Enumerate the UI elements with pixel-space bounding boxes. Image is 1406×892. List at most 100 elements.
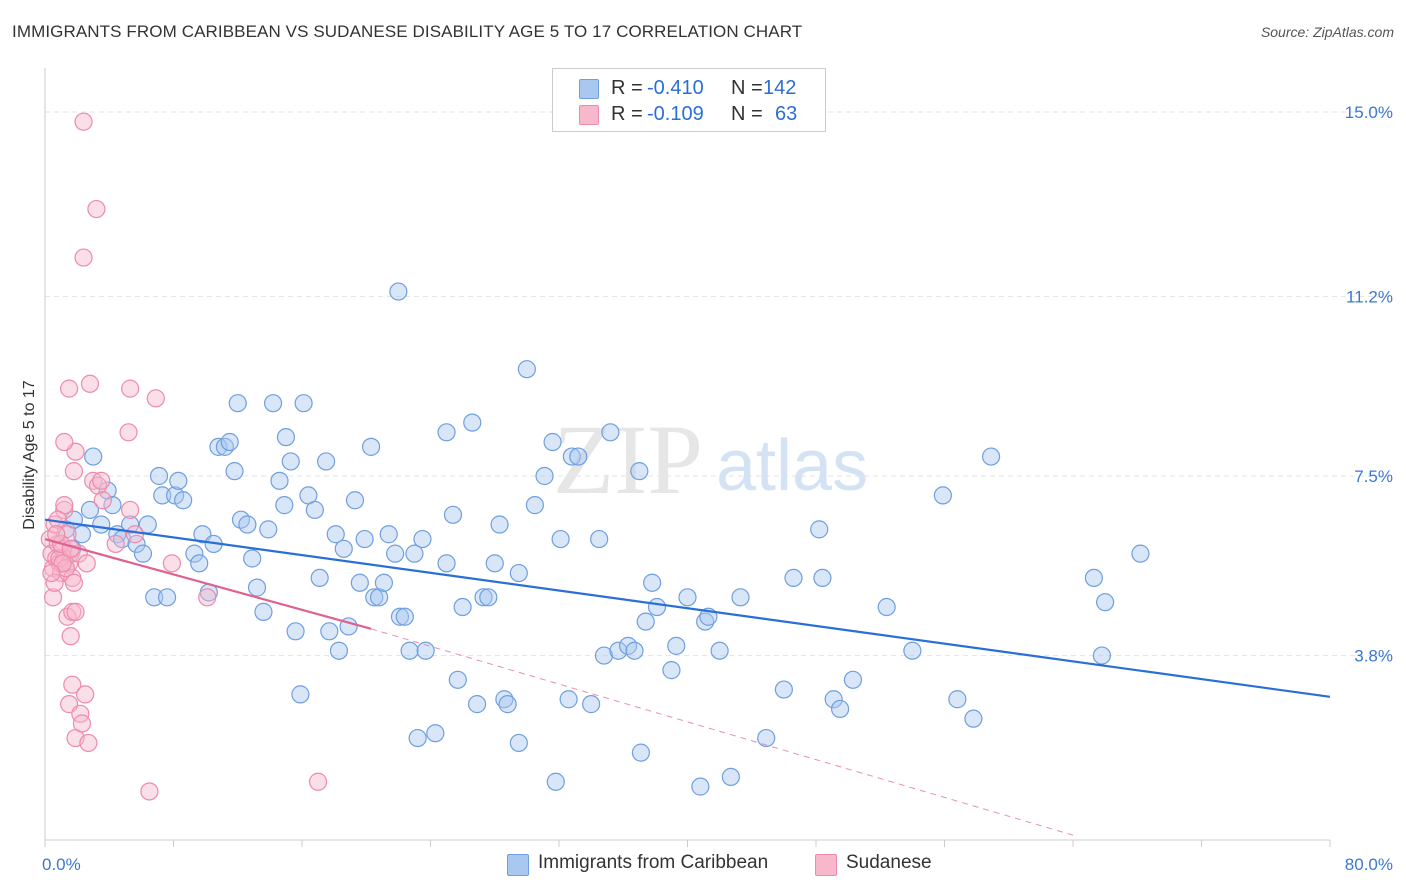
data-point-caribbean bbox=[774, 680, 793, 699]
data-point-caribbean bbox=[334, 539, 353, 558]
data-point-caribbean bbox=[625, 641, 644, 660]
data-point-caribbean bbox=[443, 505, 463, 524]
y-tick-label: 15.0% bbox=[1345, 103, 1393, 122]
data-point-sudanese bbox=[106, 534, 125, 554]
legend-swatch-caribbean bbox=[507, 854, 529, 876]
data-point-caribbean bbox=[408, 728, 427, 748]
data-point-caribbean bbox=[474, 588, 493, 607]
data-point-caribbean bbox=[964, 709, 983, 728]
data-point-caribbean bbox=[275, 496, 294, 515]
data-point-caribbean bbox=[509, 563, 528, 583]
data-point-caribbean bbox=[582, 695, 601, 714]
data-point-sudanese bbox=[61, 627, 80, 646]
data-point-caribbean bbox=[830, 699, 850, 719]
data-point-caribbean bbox=[784, 568, 803, 588]
data-point-caribbean bbox=[662, 661, 681, 680]
data-point-caribbean bbox=[416, 641, 435, 660]
data-point-caribbean bbox=[667, 636, 686, 655]
data-point-caribbean bbox=[345, 491, 365, 510]
data-point-caribbean bbox=[84, 447, 103, 466]
data-point-caribbean bbox=[721, 767, 740, 787]
data-point-caribbean bbox=[643, 573, 662, 592]
data-point-caribbean bbox=[228, 394, 247, 413]
data-point-caribbean bbox=[903, 641, 922, 660]
data-point-caribbean bbox=[1131, 544, 1150, 563]
legend-label-sudanese: Sudanese bbox=[846, 852, 932, 873]
data-point-caribbean bbox=[294, 394, 313, 413]
data-point-caribbean bbox=[437, 423, 456, 442]
data-point-caribbean bbox=[453, 597, 472, 617]
data-point-sudanese bbox=[74, 248, 93, 267]
data-point-caribbean bbox=[225, 462, 244, 481]
trend-line-sudanese-extension bbox=[370, 628, 1074, 836]
y-tick-label: 11.2% bbox=[1346, 287, 1393, 306]
data-point-caribbean bbox=[757, 728, 776, 748]
data-point-caribbean bbox=[316, 452, 336, 471]
data-point-caribbean bbox=[259, 520, 278, 539]
data-point-sudanese bbox=[79, 733, 98, 753]
data-point-caribbean bbox=[238, 515, 257, 534]
data-point-caribbean bbox=[386, 544, 405, 563]
data-point-caribbean bbox=[121, 515, 140, 534]
data-point-caribbean bbox=[559, 690, 578, 709]
series-sudanese-points bbox=[40, 112, 328, 801]
data-point-caribbean bbox=[609, 641, 628, 660]
data-point-caribbean bbox=[495, 690, 514, 709]
data-point-caribbean bbox=[405, 544, 424, 563]
data-point-caribbean bbox=[569, 447, 588, 466]
data-point-caribbean bbox=[263, 394, 283, 413]
data-point-sudanese bbox=[198, 588, 217, 607]
data-point-sudanese bbox=[64, 573, 84, 592]
data-point-caribbean bbox=[350, 573, 369, 592]
data-point-caribbean bbox=[525, 496, 545, 515]
data-point-caribbean bbox=[517, 360, 536, 379]
data-point-sudanese bbox=[80, 374, 100, 393]
data-point-sudanese bbox=[146, 389, 165, 408]
data-point-sudanese bbox=[43, 588, 63, 607]
legend-r-label: R = bbox=[611, 77, 643, 99]
data-point-sudanese bbox=[59, 379, 79, 398]
data-point-sudanese bbox=[66, 602, 85, 621]
data-point-sudanese bbox=[45, 573, 64, 592]
data-point-caribbean bbox=[498, 695, 517, 714]
data-point-caribbean bbox=[133, 544, 153, 563]
data-point-sudanese bbox=[55, 432, 74, 452]
chart-title: IMMIGRANTS FROM CARIBBEAN VS SUDANESE DI… bbox=[12, 22, 803, 41]
legend-swatch-sudanese bbox=[815, 854, 837, 876]
data-point-sudanese bbox=[162, 554, 181, 573]
x-tick-label-max: 80.0% bbox=[1345, 855, 1393, 874]
data-point-caribbean bbox=[389, 282, 408, 301]
series-legend: Immigrants from Caribbean Sudanese bbox=[0, 850, 1406, 880]
data-point-caribbean bbox=[320, 622, 339, 641]
data-point-caribbean bbox=[551, 529, 570, 549]
data-point-caribbean bbox=[594, 646, 614, 665]
data-point-sudanese bbox=[88, 476, 108, 495]
data-point-caribbean bbox=[981, 447, 1001, 466]
data-point-caribbean bbox=[543, 432, 562, 452]
data-point-caribbean bbox=[305, 500, 324, 520]
legend-n-value: 142 bbox=[763, 77, 797, 99]
data-point-sudanese bbox=[87, 199, 106, 219]
data-point-caribbean bbox=[413, 529, 432, 549]
data-point-caribbean bbox=[390, 607, 410, 626]
data-point-caribbean bbox=[169, 471, 188, 490]
data-point-caribbean bbox=[630, 462, 649, 481]
data-point-caribbean bbox=[426, 724, 445, 743]
data-point-caribbean bbox=[247, 578, 267, 597]
data-point-caribbean bbox=[286, 622, 305, 641]
data-point-caribbean bbox=[463, 413, 482, 432]
data-point-caribbean bbox=[291, 685, 310, 704]
legend-n-value: 63 bbox=[775, 103, 798, 125]
series-caribbean-points bbox=[56, 282, 1150, 796]
axes bbox=[44, 68, 1331, 847]
data-point-sudanese bbox=[63, 675, 82, 694]
data-point-sudanese bbox=[72, 714, 92, 733]
data-point-caribbean bbox=[145, 588, 164, 607]
data-point-caribbean bbox=[933, 486, 952, 505]
data-point-sudanese bbox=[64, 462, 84, 481]
data-point-caribbean bbox=[437, 554, 456, 573]
data-point-sudanese bbox=[42, 563, 61, 583]
data-point-caribbean bbox=[174, 491, 193, 510]
data-point-caribbean bbox=[276, 428, 296, 447]
